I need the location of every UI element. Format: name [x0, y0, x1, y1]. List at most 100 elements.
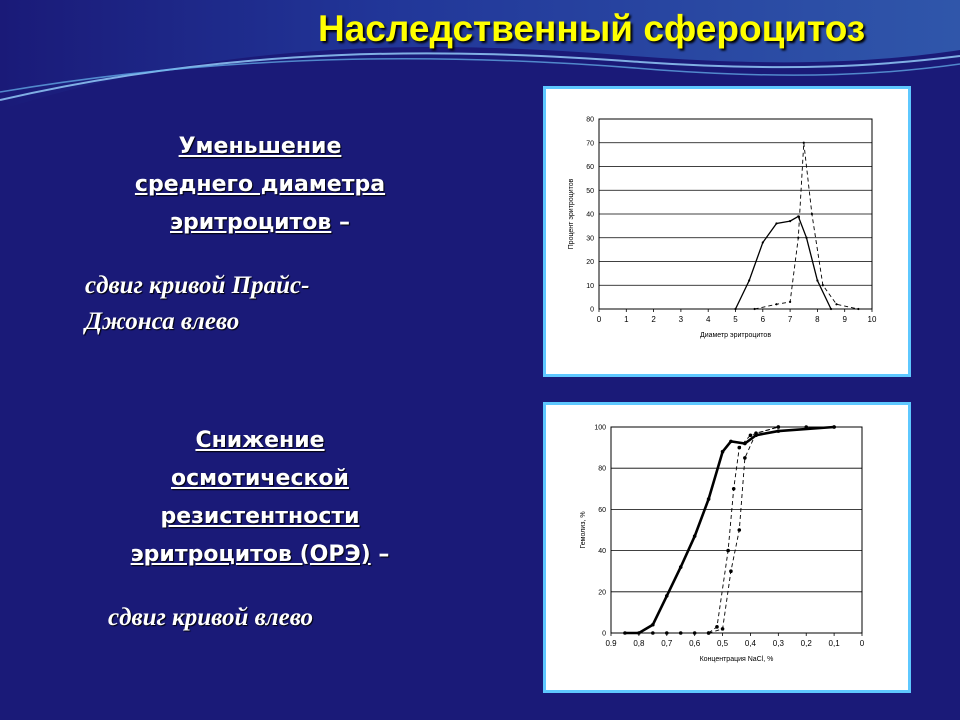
data-point — [623, 631, 627, 635]
slide-title: Наследственный сфероцитоз — [318, 8, 866, 49]
series-line-1 — [734, 215, 832, 310]
data-point — [692, 534, 697, 538]
data-point — [797, 215, 800, 218]
data-point — [734, 307, 737, 311]
section2-heading-dash: – — [378, 542, 390, 567]
y-tick-label: 70 — [586, 140, 594, 147]
x-tick-label: 8 — [815, 315, 820, 324]
x-tick-label: 0,3 — [773, 639, 785, 648]
section2-subtitle: сдвиг кривой влево — [108, 604, 314, 631]
data-point — [835, 303, 838, 306]
y-tick-label: 60 — [598, 507, 606, 514]
data-point — [664, 594, 669, 598]
data-point — [810, 212, 814, 216]
x-tick-label: 1 — [624, 315, 629, 324]
data-point — [664, 631, 669, 635]
section1-heading-line1: Уменьшение — [178, 134, 342, 159]
data-point — [775, 222, 778, 225]
chart2-panel: 0 20 40 60 80 100 0.9 0,8 0,7 0,6 0,5 0,4 0,3 0,2 0,1 0… — [543, 402, 911, 693]
y-axis-label: Гемолиз, % — [580, 511, 587, 548]
x-tick-label: 0,5 — [717, 639, 729, 648]
data-point — [804, 425, 809, 429]
data-point — [678, 631, 683, 635]
x-tick-label: 3 — [679, 315, 684, 324]
y-axis-label: Процент эритроцитов — [568, 178, 575, 249]
data-point — [761, 241, 764, 244]
data-point — [821, 284, 824, 287]
x-tick-label: 7 — [788, 315, 793, 324]
x-tick-label: 0,2 — [801, 639, 813, 648]
plot-frame — [610, 426, 863, 634]
data-point — [678, 565, 683, 569]
x-tick-label: 2 — [651, 315, 656, 324]
chart1-panel: 0 10 20 30 40 50 60 70 80 0 1 2 3 4 5 6 7 8 9 10 Диаметр эри… — [543, 86, 911, 377]
x-tick-label: 5 — [733, 315, 738, 324]
section1-heading-line3: эритроцитов — [170, 210, 332, 235]
section1-heading-line2: среднего диаметра — [134, 172, 386, 197]
data-point — [737, 445, 742, 450]
data-point — [753, 307, 756, 311]
osmotic-chart: 0 20 40 60 80 100 0.9 0,8 0,7 0,6 0,5 0,4 0,3 0,2 0,1 0… — [580, 425, 865, 664]
x-tick-label: 0,4 — [745, 639, 757, 648]
data-point — [720, 627, 725, 631]
x-tick-label: 6 — [761, 315, 766, 324]
section2-heading-line3: резистентности — [160, 504, 360, 529]
data-point — [706, 497, 711, 501]
data-point — [748, 433, 753, 438]
x-tick-label: 0,8 — [633, 639, 645, 648]
data-point — [692, 631, 697, 635]
y-tick-label: 40 — [598, 548, 606, 555]
data-point — [805, 236, 808, 239]
section2-heading-line4: эритроцитов (ОРЭ) — [130, 542, 371, 567]
x-axis-label: Концентрация NaCl, % — [700, 656, 774, 663]
y-tick-label: 50 — [586, 188, 594, 195]
data-point — [748, 279, 751, 282]
data-point — [832, 425, 836, 429]
data-point — [743, 456, 747, 460]
data-point — [789, 220, 792, 223]
x-tick-label: 0.9 — [605, 639, 617, 648]
data-point — [651, 622, 655, 627]
section1-subtitle-line1: сдвиг кривой Прайс- — [85, 272, 310, 299]
y-tick-label: 20 — [598, 589, 606, 596]
x-tick-label: 0,7 — [661, 639, 673, 648]
y-tick-label: 10 — [586, 283, 594, 290]
x-tick-label: 9 — [842, 315, 847, 324]
x-tick-label: 4 — [706, 315, 711, 324]
data-point — [789, 300, 792, 303]
data-point — [797, 236, 800, 239]
data-point — [729, 439, 733, 444]
y-tick-label: 60 — [586, 164, 594, 171]
x-axis-label: Диаметр эритроцитов — [700, 332, 771, 339]
y-tick-label: 40 — [586, 212, 594, 219]
section2-heading-line2: осмотической — [171, 466, 349, 491]
x-tick-label: 10 — [868, 315, 877, 324]
data-point — [637, 631, 641, 635]
data-point — [651, 631, 655, 635]
data-point — [706, 631, 711, 635]
series-line-2 — [754, 142, 859, 310]
data-point — [729, 569, 733, 573]
section2-heading: Снижение осмотической резистентности эри… — [60, 422, 460, 574]
section2-heading-line1: Снижение — [195, 428, 325, 453]
data-point — [776, 429, 781, 433]
data-point — [754, 431, 758, 435]
data-point — [720, 449, 725, 454]
decorative-wave — [0, 0, 960, 110]
x-tick-label: 0,6 — [689, 639, 701, 648]
data-point — [816, 279, 819, 282]
section1-heading-dash: – — [339, 210, 350, 235]
series-line-2 — [652, 426, 807, 634]
diameter-chart: 0 10 20 30 40 50 60 70 80 0 1 2 3 4 5 6 7 8 9 10 Диаметр эри… — [568, 117, 877, 340]
y-tick-label: 100 — [594, 425, 606, 432]
data-point — [775, 303, 778, 306]
y-tick-label: 30 — [586, 235, 594, 242]
y-tick-label: 0 — [602, 631, 606, 638]
data-point — [737, 528, 742, 532]
x-tick-label: 0 — [860, 639, 865, 648]
series-line-1 — [624, 425, 835, 635]
data-point — [776, 425, 781, 429]
data-point — [857, 307, 860, 311]
y-tick-label: 80 — [586, 117, 594, 124]
data-point — [731, 487, 736, 491]
